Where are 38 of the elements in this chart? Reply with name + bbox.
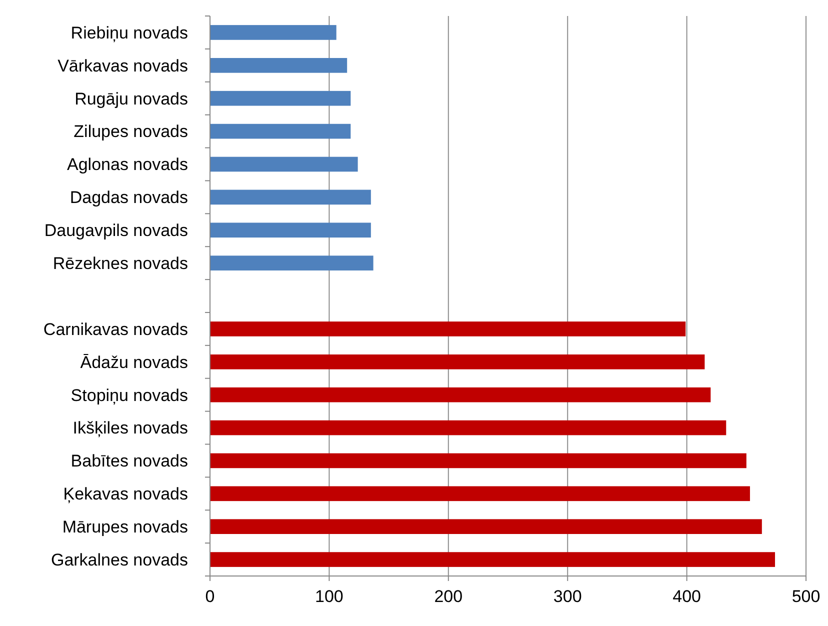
bar: [210, 420, 726, 436]
y-tick-label: Riebiņu novads: [70, 23, 188, 42]
y-tick-label: Babītes novads: [70, 452, 188, 471]
bar: [210, 190, 371, 205]
bar: [210, 519, 762, 534]
bar: [210, 387, 711, 402]
y-tick-label: Stopiņu novads: [70, 386, 188, 405]
y-tick-label: Garkalnes novads: [50, 550, 188, 570]
y-tick-label: Carnikavas novads: [43, 320, 188, 339]
bar: [210, 486, 750, 502]
y-tick-label: Aglonas novads: [67, 155, 188, 174]
y-tick-label: Dagdas novads: [70, 188, 188, 208]
bar: [210, 90, 351, 106]
bar: [210, 222, 371, 238]
y-tick-label: Ķekavas novads: [63, 484, 188, 504]
bar: [210, 256, 374, 270]
bar: [210, 124, 351, 139]
bar: [210, 354, 705, 370]
bar: [210, 25, 336, 40]
bar: [210, 322, 686, 336]
y-tick-label: Daugavpils novads: [44, 221, 188, 240]
x-tick-label: 200: [434, 587, 463, 606]
y-tick-label: Mārupes novads: [62, 518, 188, 537]
y-tick-label: Zilupes novads: [74, 122, 188, 142]
x-tick-label: 400: [672, 587, 701, 606]
x-tick-label: 500: [792, 587, 820, 606]
x-tick-label: 300: [553, 587, 582, 606]
x-tick-label: 0: [205, 587, 215, 606]
y-tick-label: Ikšķiles novads: [72, 418, 188, 438]
bar: [210, 58, 348, 73]
bar: [210, 453, 746, 468]
y-tick-label: Rēzeknes novads: [52, 254, 188, 274]
bar: [210, 156, 358, 172]
x-tick-label: 100: [315, 587, 344, 606]
y-tick-label: Rugāju novads: [74, 89, 188, 108]
y-tick-label: Ādažu novads: [80, 352, 188, 372]
bar: [210, 552, 776, 567]
y-tick-label: Vārkavas novads: [58, 56, 188, 76]
